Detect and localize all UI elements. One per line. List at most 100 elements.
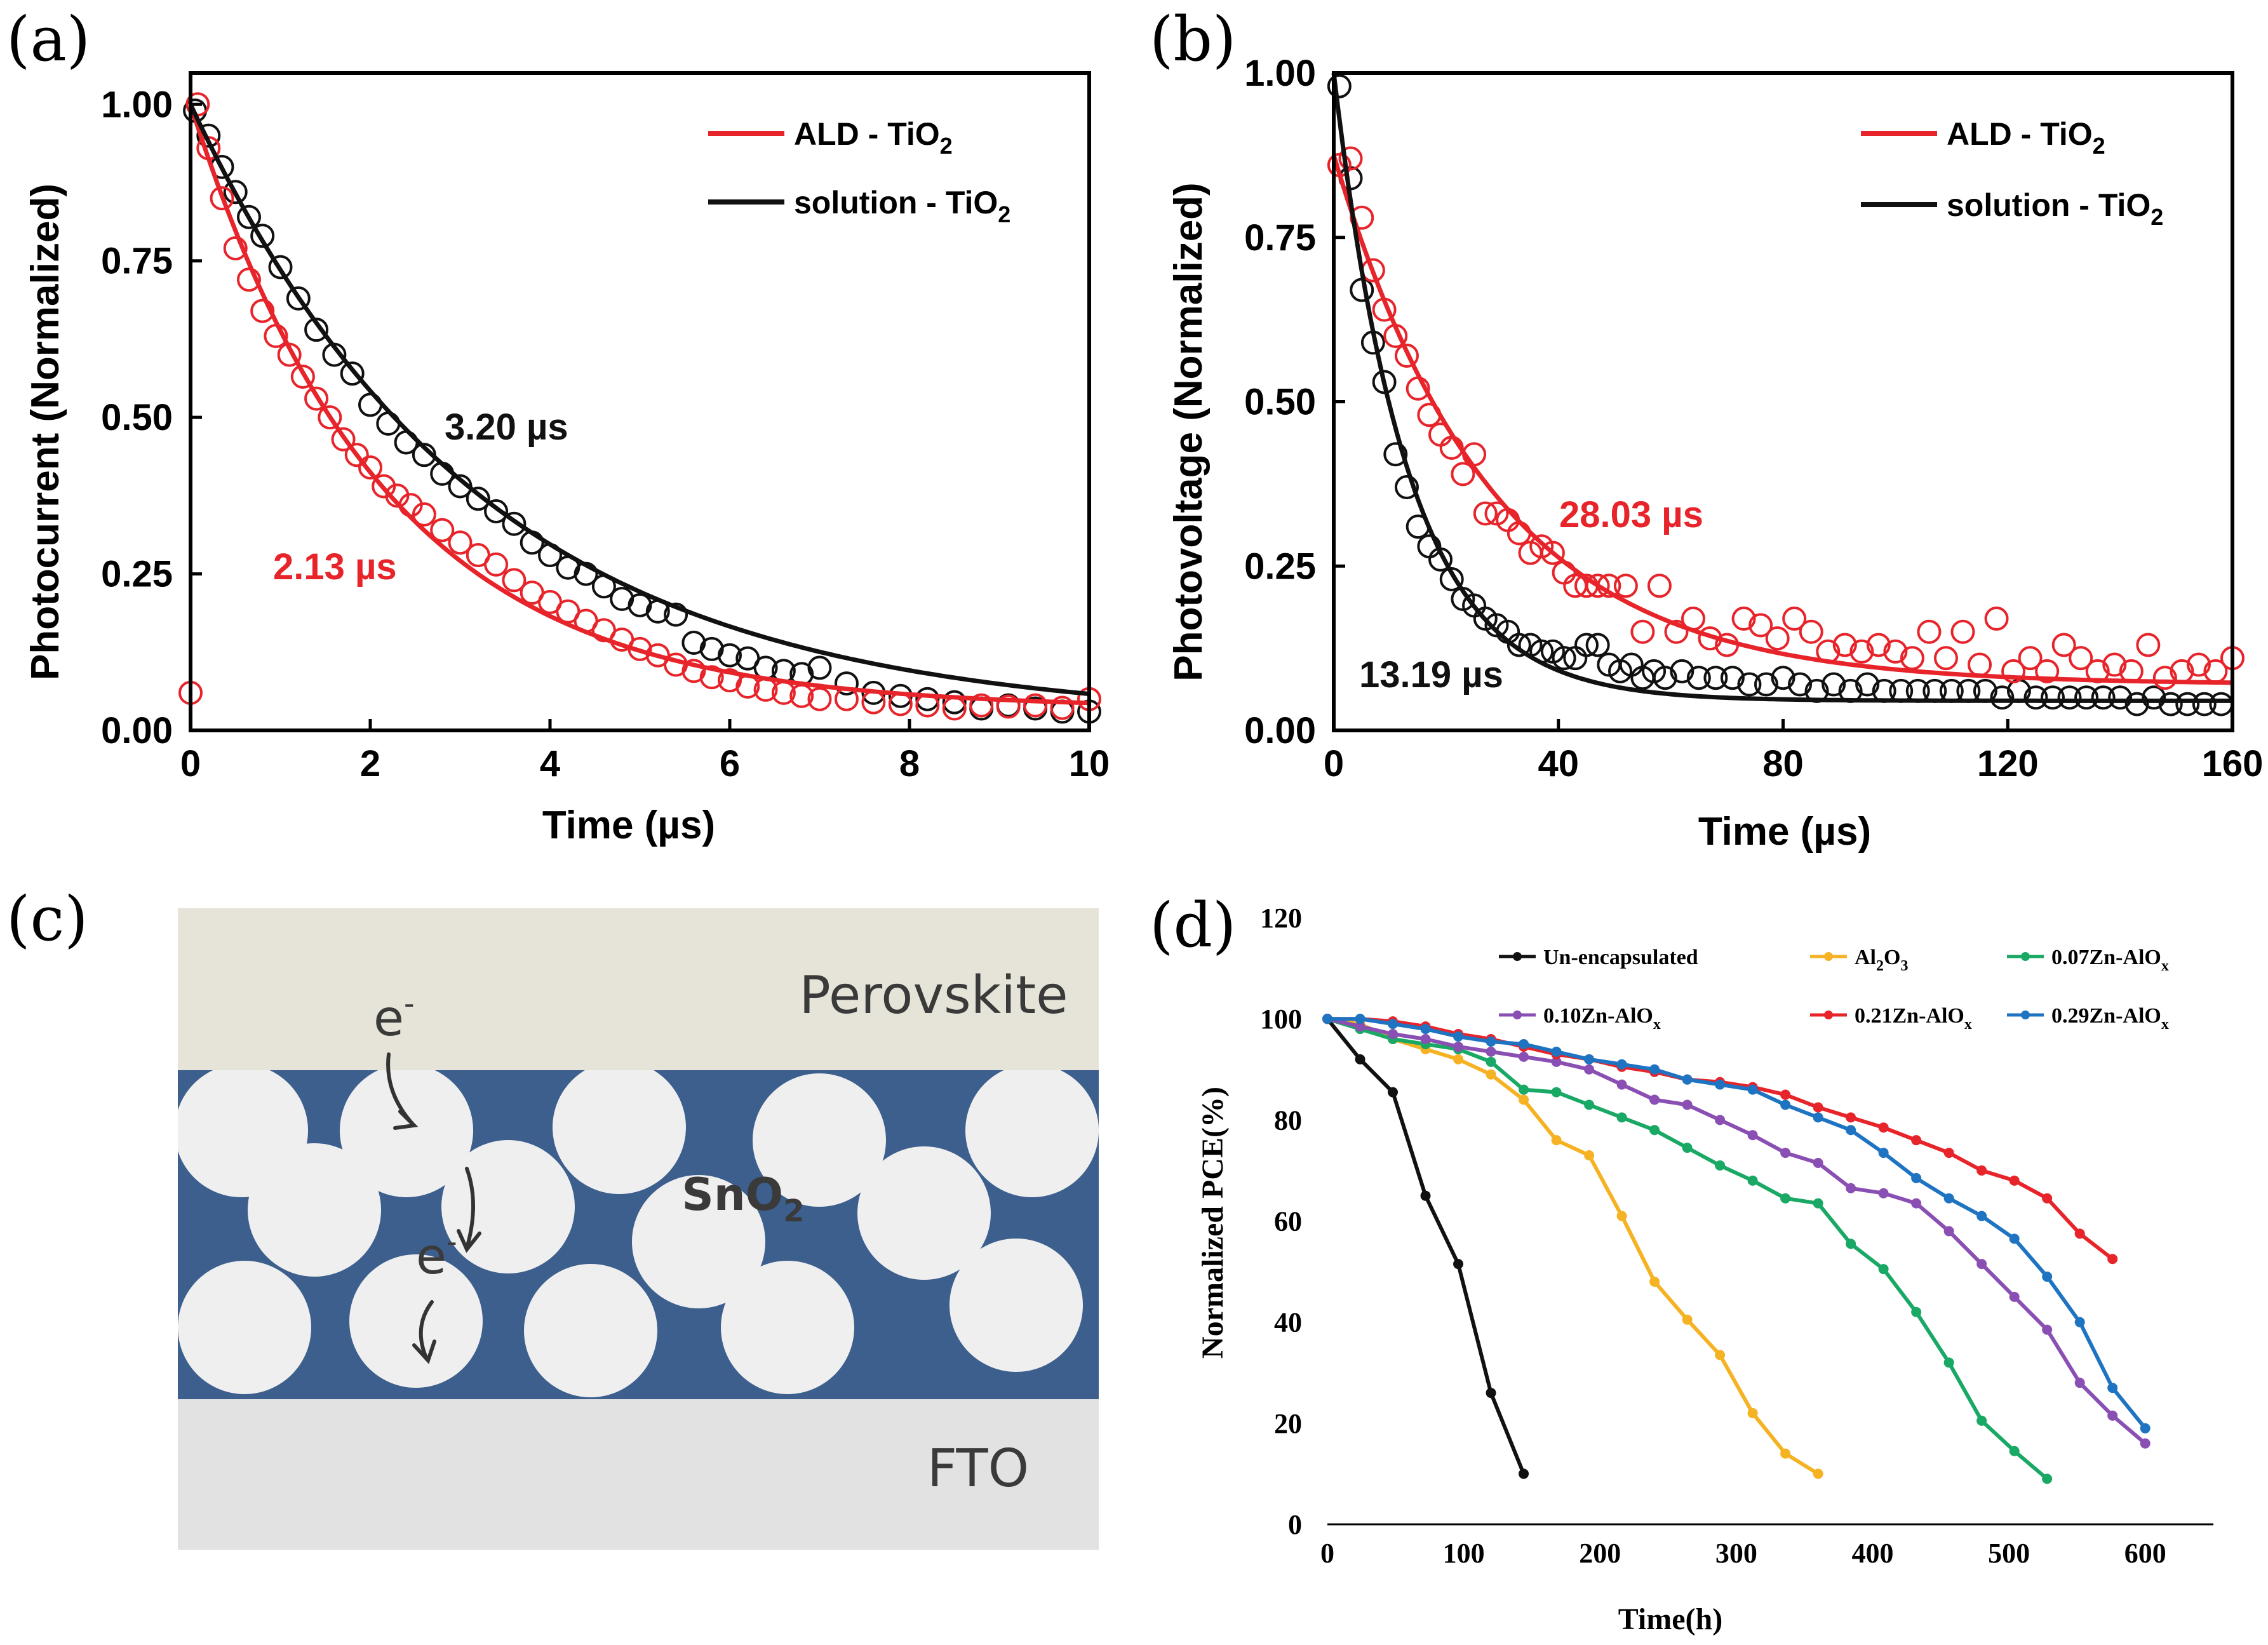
data-point — [1574, 633, 1599, 657]
data-point — [1990, 685, 2015, 710]
fto-layer — [178, 1399, 1099, 1550]
data-point — [969, 693, 994, 718]
series-marker — [1649, 1094, 1660, 1105]
series-marker — [1943, 1357, 1954, 1368]
data-point — [627, 593, 652, 617]
y-tick-label: 1.00 — [1244, 53, 1316, 94]
series-marker — [1747, 1084, 1758, 1095]
series-marker — [1813, 1102, 1823, 1113]
x-axis-label: Time (µs) — [542, 803, 715, 847]
series-marker — [1747, 1130, 1758, 1141]
particle — [965, 1070, 1099, 1197]
series-marker — [1551, 1087, 1562, 1098]
data-point — [304, 386, 329, 411]
x-tick-label: 120 — [1977, 743, 2039, 784]
x-tick-label: 0 — [1320, 1538, 1334, 1569]
data-point — [1451, 462, 1475, 487]
panel-a-photocurrent-chart: (a) Photocurrent (Normalized) Time (µs) … — [6, 4, 1110, 847]
series-marker — [1551, 1056, 1562, 1067]
data-point — [2057, 685, 2082, 710]
series-marker — [1846, 1239, 1856, 1249]
series-marker — [1453, 1259, 1464, 1270]
panel-label-c: (c) — [6, 883, 88, 955]
series-marker — [1682, 1314, 1693, 1325]
particle — [178, 1261, 311, 1394]
x-tick-label: 40 — [1538, 743, 1579, 784]
x-tick-label: 0 — [180, 743, 201, 784]
data-point — [1647, 574, 1672, 598]
data-point — [1552, 646, 1576, 671]
annotation-tau-solution: 13.19 µs — [1359, 654, 1503, 695]
arrow-3 — [419, 1300, 434, 1361]
sno2-label: SnO2 — [681, 1169, 804, 1229]
particle — [524, 1264, 657, 1397]
y-tick-label: 60 — [1274, 1206, 1302, 1237]
series-marker — [2074, 1378, 2085, 1388]
series-marker — [1976, 1415, 1987, 1426]
series-marker — [2009, 1175, 2020, 1186]
data-point — [681, 631, 706, 655]
data-point — [1720, 666, 1745, 690]
legend-label-ald: ALD - TiO2 — [1947, 116, 2105, 159]
series-marker — [1453, 1041, 1464, 1052]
data-point — [1585, 574, 1610, 598]
series-marker — [1453, 1031, 1464, 1042]
data-point — [466, 487, 490, 511]
data-point — [304, 318, 329, 342]
series-marker — [1846, 1183, 1856, 1193]
data-point — [331, 427, 356, 452]
series-marker — [1649, 1277, 1660, 1287]
arrowhead-3 — [412, 1340, 436, 1364]
x-tick-label: 10 — [1069, 743, 1110, 784]
data-point — [2124, 692, 2149, 716]
fit-curve — [188, 104, 1090, 706]
series-line — [1327, 1017, 2049, 1480]
series-marker — [1322, 1014, 1332, 1024]
data-point — [942, 690, 967, 715]
data-point — [2001, 659, 2026, 683]
series-marker — [1715, 1115, 1726, 1125]
fit-curve — [1331, 154, 2233, 685]
legend-label: Un-encapsulated — [1543, 946, 1698, 969]
series-marker — [1846, 1125, 1856, 1136]
series-marker — [2107, 1254, 2118, 1265]
x-tick-label: 160 — [2202, 743, 2264, 784]
particle — [632, 1175, 765, 1308]
y-tick-label: 0 — [1288, 1509, 1302, 1540]
series-marker — [1976, 1259, 1987, 1270]
particle — [857, 1146, 991, 1280]
electron-label-top: e- — [373, 986, 415, 1047]
series-marker — [1584, 1099, 1595, 1110]
data-point — [1866, 633, 1891, 657]
x-axis-label: Time(h) — [1618, 1602, 1722, 1636]
particle — [753, 1073, 886, 1207]
axis-ticks: 0 2 4 6 8 10 0.00 0.25 0.50 0.75 1.00 — [101, 84, 1110, 784]
series-marker — [1976, 1165, 1987, 1176]
series-marker — [1911, 1198, 1922, 1209]
legend: ALD - TiO2 solution - TiO2 — [708, 116, 1010, 227]
series-marker — [2042, 1474, 2053, 1484]
fit-curves — [1331, 72, 2233, 703]
series-marker — [1355, 1014, 1365, 1024]
legend-marker — [2021, 1010, 2030, 1019]
data-point — [223, 180, 248, 205]
series-marker — [1682, 1143, 1693, 1153]
x-tick-label: 4 — [540, 743, 560, 784]
series-marker — [2074, 1317, 2085, 1327]
particle — [349, 1254, 483, 1388]
data-point — [1670, 659, 1694, 683]
data-point — [223, 236, 248, 260]
legend-marker — [1513, 952, 1522, 961]
data-point — [1630, 619, 1655, 644]
data-point — [1023, 693, 1048, 718]
data-point — [699, 636, 724, 661]
series-marker — [1780, 1448, 1791, 1459]
series-marker — [1649, 1064, 1660, 1075]
fit-curves — [188, 103, 1090, 706]
series-marker — [1878, 1188, 1889, 1198]
x-tick-label: 100 — [1443, 1538, 1485, 1569]
fto-label: FTO — [927, 1439, 1029, 1499]
data-point — [2142, 685, 2166, 710]
x-tick-label: 8 — [899, 743, 920, 784]
